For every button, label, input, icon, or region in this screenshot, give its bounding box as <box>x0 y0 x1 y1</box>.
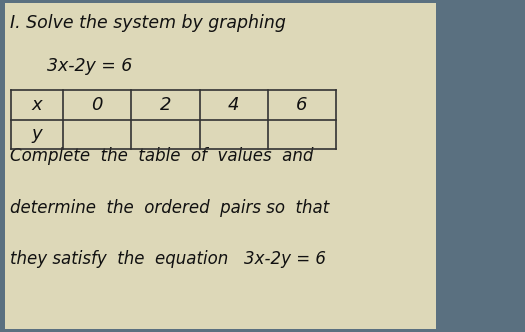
Text: y: y <box>32 125 42 143</box>
Text: 6: 6 <box>296 96 308 114</box>
Text: 2: 2 <box>160 96 171 114</box>
FancyBboxPatch shape <box>5 3 436 329</box>
Text: Complete  the  table  of  values  and: Complete the table of values and <box>10 147 314 165</box>
Text: 4: 4 <box>228 96 239 114</box>
Text: 0: 0 <box>91 96 103 114</box>
Text: determine  the  ordered  pairs so  that: determine the ordered pairs so that <box>10 199 330 216</box>
Text: they satisfy  the  equation   3x-2y = 6: they satisfy the equation 3x-2y = 6 <box>10 250 327 268</box>
Text: 3x-2y = 6: 3x-2y = 6 <box>47 57 132 75</box>
Text: x: x <box>32 96 42 114</box>
Text: I. Solve the system by graphing: I. Solve the system by graphing <box>10 14 286 32</box>
